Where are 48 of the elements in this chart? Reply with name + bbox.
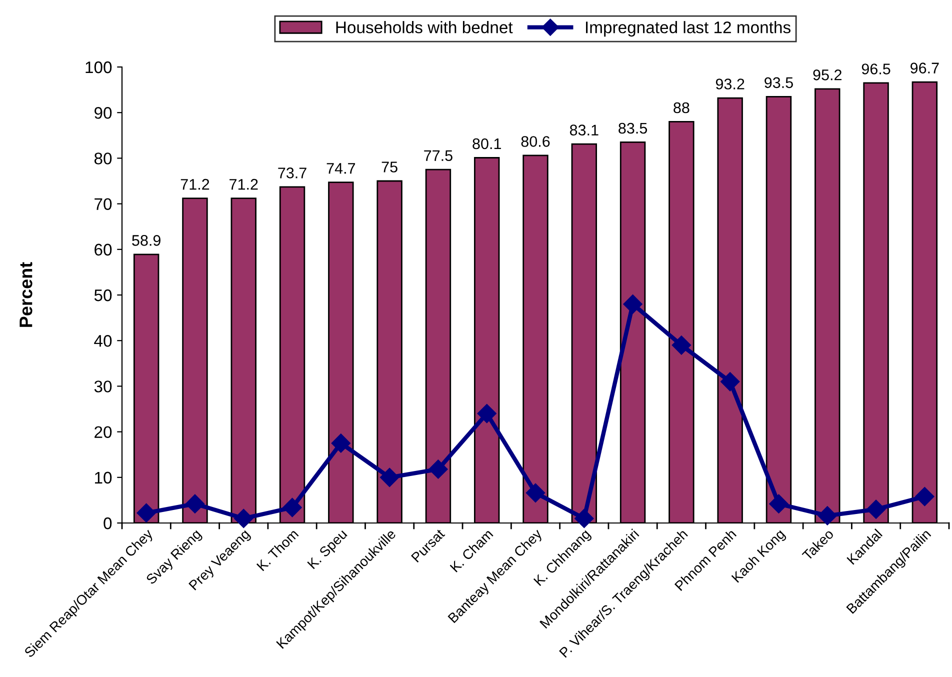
point bbox=[234, 508, 254, 528]
y-tick-label: 90 bbox=[94, 107, 112, 119]
point bbox=[282, 498, 302, 518]
y-tick-label: 0 bbox=[104, 517, 112, 530]
data-label: 95.2 bbox=[813, 69, 842, 80]
point bbox=[380, 468, 400, 487]
data-label: 71.2 bbox=[230, 178, 258, 190]
data-label: 83.5 bbox=[618, 122, 648, 134]
point bbox=[428, 460, 448, 479]
data-label: 75 bbox=[382, 162, 398, 172]
y-tick-label: 100 bbox=[86, 61, 112, 74]
legend-label: Households with bednet bbox=[336, 21, 513, 34]
data-label: 80.1 bbox=[472, 138, 501, 150]
data-label: 77.5 bbox=[424, 150, 452, 162]
point bbox=[720, 372, 740, 392]
y-tick-label: 20 bbox=[94, 426, 112, 438]
y-tick-label: 40 bbox=[94, 335, 112, 347]
point bbox=[185, 494, 205, 514]
point bbox=[769, 494, 788, 514]
point bbox=[915, 487, 934, 506]
legend-label: Impregnated last 12 months bbox=[586, 21, 790, 37]
data-label: 96.7 bbox=[910, 62, 939, 74]
point bbox=[331, 434, 350, 453]
data-label: 74.7 bbox=[326, 163, 356, 174]
data-label: 93.2 bbox=[716, 78, 744, 90]
data-label: 71.2 bbox=[180, 178, 210, 190]
point bbox=[477, 404, 496, 424]
y-tick-label: 30 bbox=[94, 380, 112, 392]
y-tick-label: 80 bbox=[94, 152, 112, 164]
point bbox=[672, 336, 691, 355]
data-label: 96.5 bbox=[862, 64, 890, 74]
y-tick-label: 60 bbox=[94, 244, 112, 256]
data-label: 80.6 bbox=[521, 136, 550, 147]
y-tick-label: 70 bbox=[94, 198, 112, 210]
point bbox=[818, 506, 837, 526]
point bbox=[623, 294, 642, 314]
point bbox=[574, 508, 594, 528]
data-label: 93.5 bbox=[764, 77, 793, 88]
y-tick-label: 50 bbox=[94, 289, 112, 302]
data-label: 58.9 bbox=[132, 235, 160, 246]
data-label: 88 bbox=[674, 102, 690, 114]
point bbox=[526, 483, 546, 502]
data-label: 83.1 bbox=[570, 124, 598, 136]
data-label: 73.7 bbox=[278, 168, 306, 178]
point bbox=[136, 503, 156, 522]
y-axis-title: Percent bbox=[20, 262, 32, 327]
y-tick-label: 10 bbox=[95, 472, 112, 484]
point bbox=[866, 500, 886, 519]
